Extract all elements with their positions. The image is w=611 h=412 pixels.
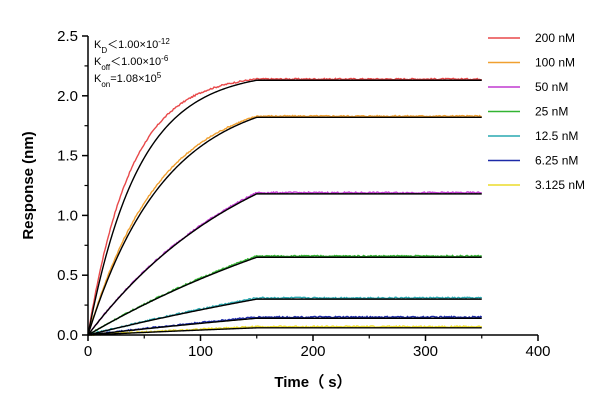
series-line — [87, 315, 483, 337]
x-tick-label: 300 — [413, 343, 438, 360]
y-tick-label: 0.0 — [57, 327, 78, 344]
legend-label: 50 nM — [535, 80, 568, 94]
fit-line — [87, 79, 482, 336]
x-tick-label: 400 — [525, 343, 550, 360]
y-tick-label: 1.0 — [57, 207, 78, 224]
x-tick-label: 200 — [300, 343, 325, 360]
y-tick-label: 2.5 — [57, 28, 78, 45]
axes: 0 100 200 300 400 0.0 0.5 1.0 1.5 2.0 2.5 — [57, 28, 550, 360]
kinetic-constant: Kon=1.08×105 — [94, 71, 162, 89]
y-axis-title: Response (nm) — [20, 131, 37, 239]
series-line — [87, 191, 482, 336]
series-line — [87, 296, 483, 336]
kinetic-constant: KD＜1.00×10-12 — [94, 37, 170, 55]
y-tick-label: 1.5 — [57, 148, 78, 165]
legend-label: 3.125 nM — [535, 178, 585, 192]
series-line — [87, 114, 482, 336]
fit-line — [87, 116, 482, 336]
y-tick-label: 0.5 — [57, 267, 78, 284]
legend-label: 12.5 nM — [535, 129, 578, 143]
y-tick-label: 2.0 — [57, 88, 78, 105]
x-tick-label: 0 — [84, 343, 92, 360]
series-line — [87, 254, 482, 336]
fit-line — [87, 256, 482, 336]
fit-line — [87, 193, 482, 336]
legend-label: 100 nM — [535, 56, 575, 70]
legend-label: 25 nM — [535, 105, 568, 119]
x-tick-label: 100 — [188, 343, 213, 360]
legend: 200 nM 100 nM 50 nM 25 nM 12.5 nM 6.25 nM 3.12… — [488, 31, 585, 192]
series-line — [87, 77, 482, 336]
plot-area — [87, 77, 483, 337]
kinetic-constant: Koff＜1.00×10-6 — [94, 54, 169, 72]
x-axis-title: Time（ s） — [274, 373, 351, 391]
legend-label: 200 nM — [535, 31, 575, 45]
legend-label: 6.25 nM — [535, 154, 578, 168]
fit-line — [87, 327, 482, 336]
fit-line — [87, 317, 482, 336]
fit-line — [87, 298, 482, 336]
